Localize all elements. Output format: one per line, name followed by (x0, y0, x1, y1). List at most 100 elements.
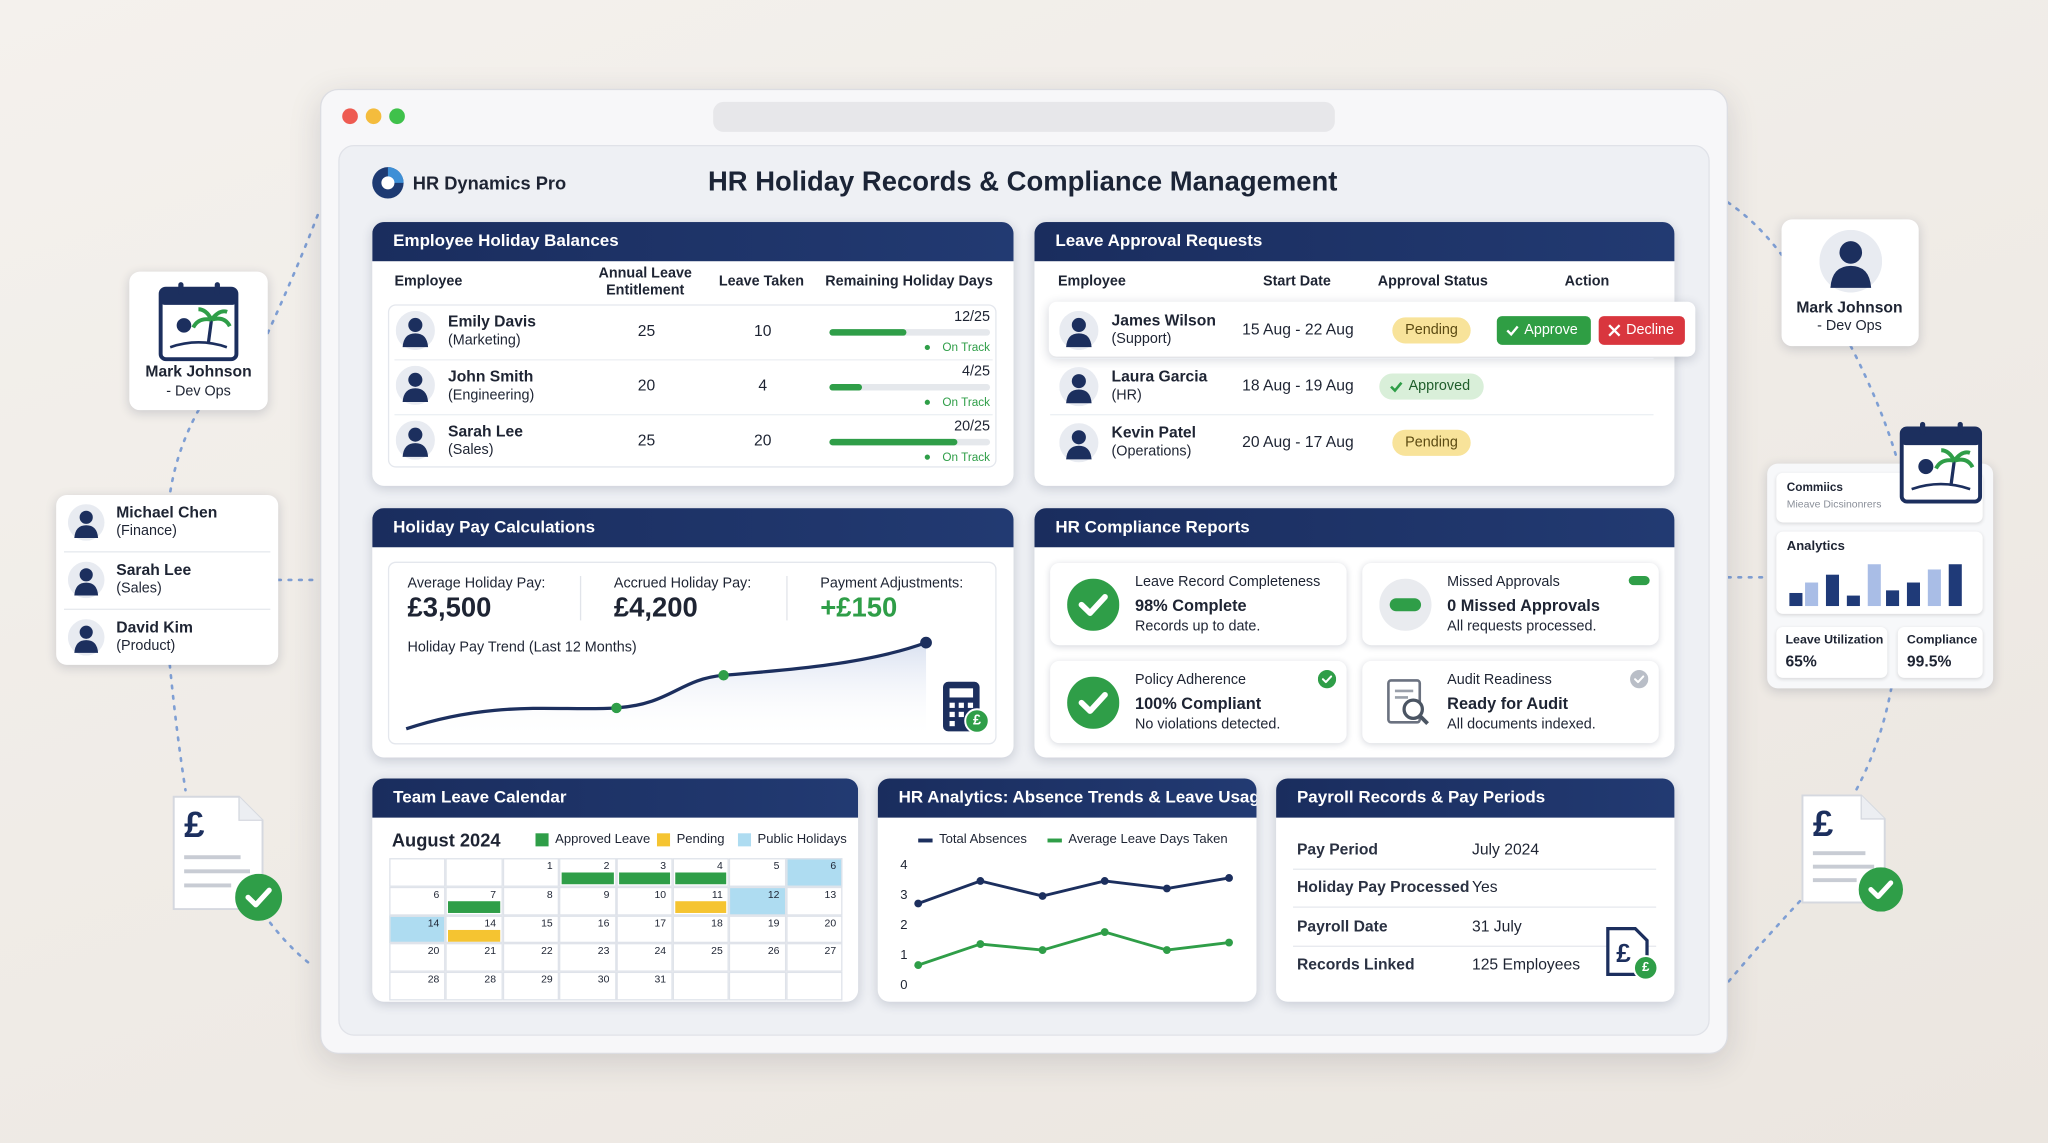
calendar-day: 16 (597, 916, 610, 929)
rect-shape (958, 702, 964, 708)
path-shape (1066, 389, 1092, 404)
remaining-label: 12/25 (954, 309, 991, 325)
calendar-cell (502, 915, 560, 944)
payroll-value: July 2024 (1471, 839, 1540, 859)
employee-department: (Support) (1111, 331, 1172, 348)
calendar-day: 27 (824, 945, 837, 958)
y-tick-label: 0 (900, 978, 908, 993)
rect-shape (1846, 595, 1860, 607)
rect-shape (1906, 582, 1920, 607)
rect-shape (949, 702, 955, 708)
card-header (372, 508, 1014, 548)
avatar (1819, 229, 1883, 293)
avatar (395, 310, 435, 351)
rect-shape (178, 282, 184, 296)
close-dot[interactable] (342, 108, 358, 125)
leave-dates: 18 Aug - 19 Aug (1242, 376, 1354, 395)
circle-shape (1839, 241, 1863, 264)
rect-shape (1957, 421, 1963, 435)
profile-name: Mark Johnson (1796, 297, 1903, 317)
address-bar[interactable] (713, 101, 1335, 132)
calendar-cell (615, 915, 673, 944)
path-shape (74, 525, 99, 538)
calendar-cell (615, 858, 673, 887)
calendar-cell (786, 886, 843, 916)
circle-shape (964, 708, 990, 734)
maximize-dot[interactable] (389, 108, 405, 125)
employee-name: Emily Davis (447, 312, 536, 331)
legend-label: Public Holidays (757, 832, 847, 847)
approve-button[interactable]: Approve (1496, 316, 1591, 345)
path-shape (1830, 265, 1872, 288)
rect-shape (1901, 428, 1981, 446)
payroll-label: Payroll Date (1296, 916, 1388, 935)
calendar-cell (445, 971, 503, 1001)
path-shape (172, 795, 264, 911)
badge-icon (1630, 670, 1649, 689)
column-header: Start Date (1263, 273, 1331, 290)
path-shape (1911, 482, 1971, 491)
calendar-cell (729, 858, 786, 887)
path-shape (1634, 675, 1645, 684)
stat-value: +£150 (820, 592, 898, 623)
rect-shape (1389, 598, 1422, 612)
calendar-cell (389, 858, 446, 887)
member-department: (Sales) (116, 580, 162, 597)
calendar-day: 24 (654, 945, 667, 958)
calendar-day: 29 (541, 973, 553, 986)
metric-card (1897, 626, 1983, 678)
employee-department: (Operations) (1111, 443, 1192, 460)
employee-name: John Smith (447, 367, 534, 386)
payroll-label: Pay Period (1296, 839, 1378, 859)
avatar (1059, 310, 1099, 351)
pay-box: Average Holiday Pay: £3,500 Accrued Holida… (387, 561, 997, 745)
calendar-day: 3 (660, 859, 667, 872)
circle-shape (1067, 578, 1120, 631)
leave-bar (448, 929, 500, 942)
calendar-day: 7 (490, 888, 497, 901)
path-shape (169, 341, 228, 349)
path-shape (1390, 381, 1403, 393)
report-note: Records up to date. (1135, 618, 1261, 635)
calendar-icon (158, 282, 239, 362)
panel-label: Analytics (1786, 539, 1845, 555)
card-title: Holiday Pay Calculations (393, 516, 596, 537)
calendar-cell (559, 915, 616, 944)
g-shape (168, 201, 1898, 984)
calendar-cell (729, 915, 786, 944)
calendar-day: 4 (716, 859, 723, 872)
currency-icon: £ (1616, 939, 1631, 969)
calendar-day: 28 (484, 973, 497, 986)
profile-name: Mark Johnson (145, 361, 252, 381)
employee-name: Laura Garcia (1111, 367, 1208, 386)
legend-label: Average Leave Days Taken (1068, 832, 1228, 847)
path-shape (1608, 324, 1621, 337)
legend-swatch (535, 833, 549, 847)
button-label[interactable]: Decline (1626, 322, 1675, 338)
path-shape (406, 642, 927, 740)
app-name: HR Dynamics Pro (412, 172, 567, 194)
employee-department: (Marketing) (447, 332, 521, 349)
rect-shape (1812, 851, 1866, 856)
decline-button[interactable]: Decline (1598, 316, 1685, 345)
rect-shape (1886, 590, 1900, 607)
path-shape (191, 307, 232, 329)
calendar-cell (672, 886, 730, 916)
card-header (372, 778, 859, 818)
rect-shape (1825, 574, 1840, 607)
path-shape (1853, 687, 1893, 795)
path-shape (1849, 344, 1898, 459)
circle-shape (1632, 955, 1659, 981)
button-label[interactable]: Approve (1524, 322, 1578, 338)
card-header (1034, 222, 1675, 262)
document-icon (172, 795, 264, 911)
minimize-dot[interactable] (365, 108, 382, 125)
status-pill: Approved (1379, 373, 1484, 400)
circle-shape (79, 510, 93, 524)
rect-shape (1812, 878, 1857, 883)
path-shape (1949, 460, 1956, 486)
calendar-cell (615, 886, 673, 916)
metric-label: Leave Utilization (1785, 632, 1884, 648)
